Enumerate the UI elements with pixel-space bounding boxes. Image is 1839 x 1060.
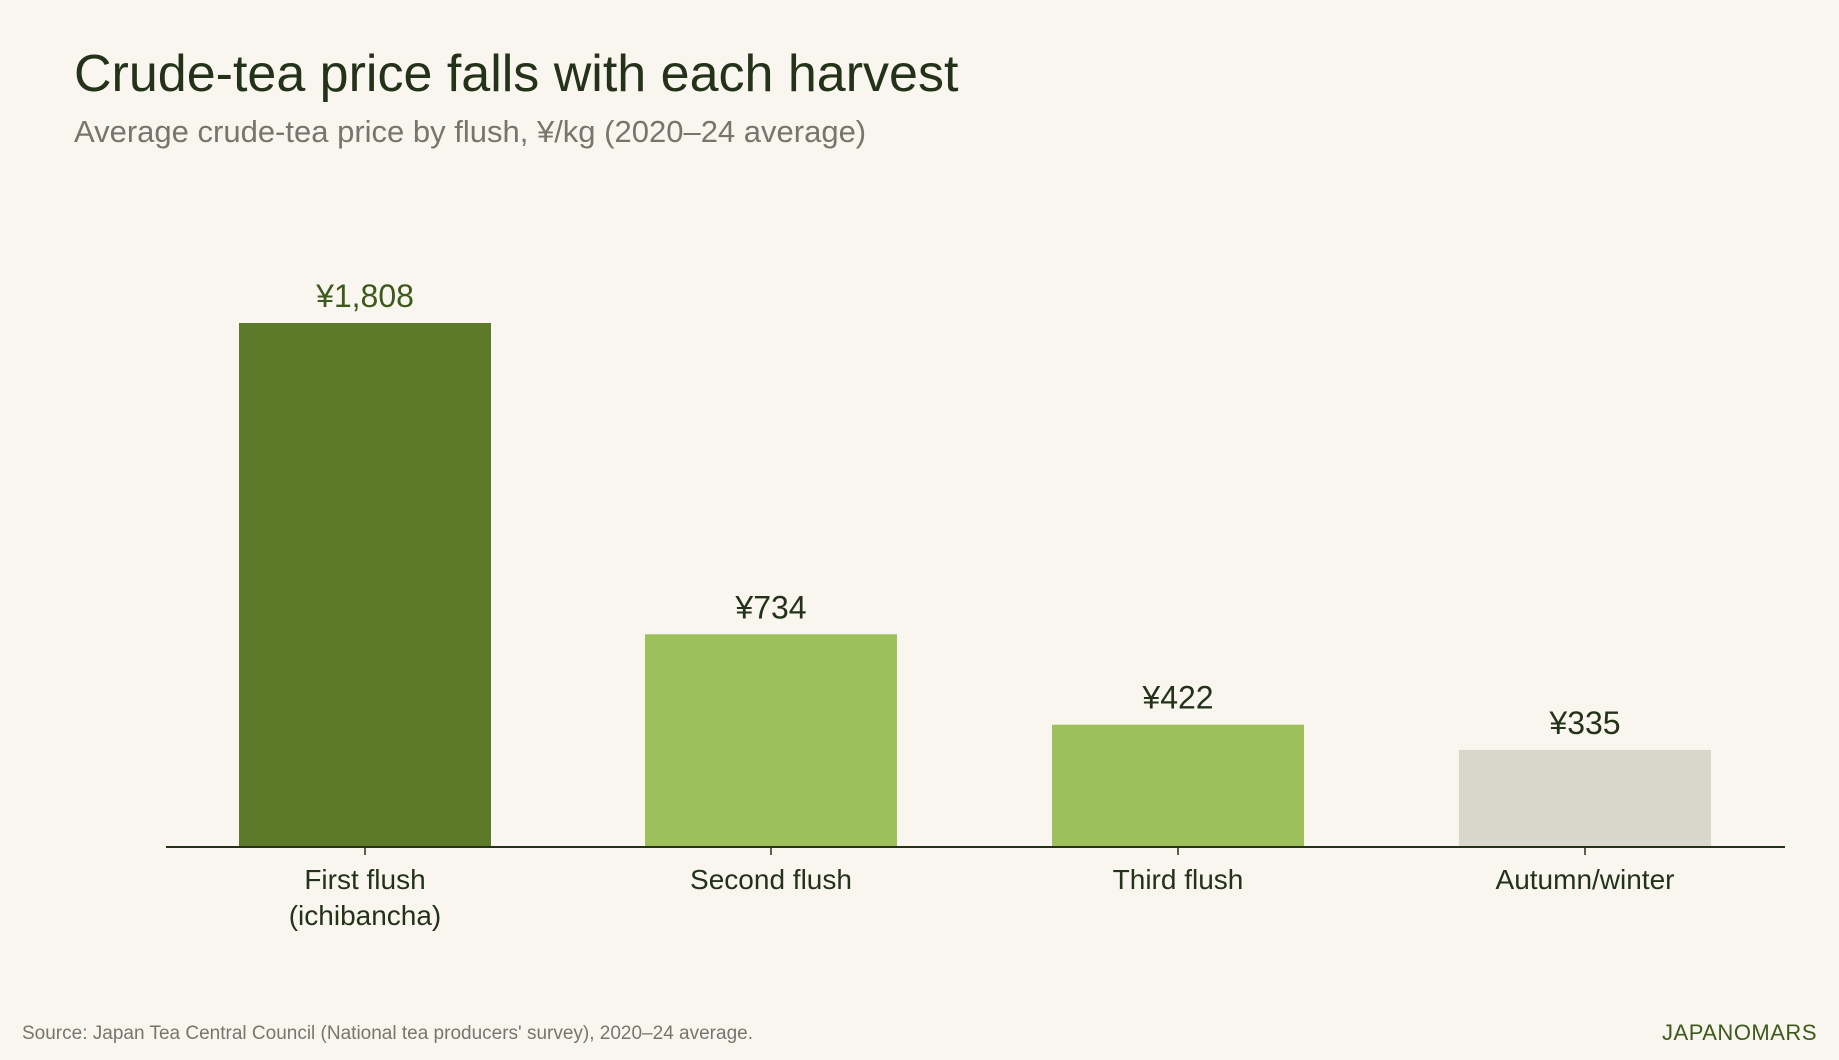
bar-value-label: ¥1,808	[315, 278, 414, 314]
x-tick-label: Autumn/winter	[1496, 864, 1675, 895]
bar	[239, 323, 491, 847]
x-tick-label: Second flush	[690, 864, 852, 895]
x-tick-label: First flush	[304, 864, 425, 895]
brand-logo-text: JAPANOMARS	[1662, 1020, 1817, 1045]
chart-title: Crude-tea price falls with each harvest	[74, 45, 959, 103]
bar	[645, 634, 897, 847]
bar	[1459, 749, 1711, 847]
x-tick-label: (ichibancha)	[289, 900, 442, 931]
source-note: Source: Japan Tea Central Council (Natio…	[22, 1023, 753, 1044]
bar-value-label: ¥734	[734, 589, 806, 625]
bar	[1052, 724, 1304, 847]
bar-value-label: ¥422	[1141, 680, 1213, 716]
chart-subtitle: Average crude-tea price by flush, ¥/kg (…	[74, 114, 867, 149]
bar-value-label: ¥335	[1548, 705, 1620, 741]
x-tick-label: Third flush	[1113, 864, 1244, 895]
